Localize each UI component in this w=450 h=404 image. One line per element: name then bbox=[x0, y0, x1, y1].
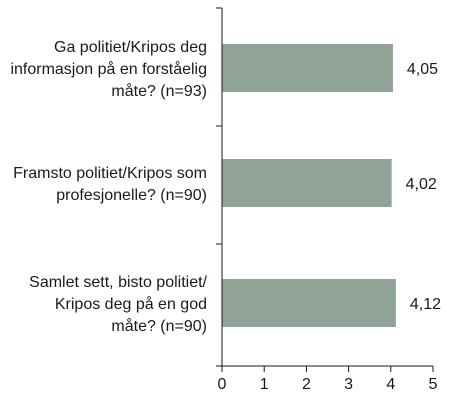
value-label-1: 4,05 bbox=[407, 61, 438, 78]
x-tick-label-5: 5 bbox=[429, 376, 438, 393]
value-label-2: 4,02 bbox=[406, 176, 437, 193]
category-label-3: Samlet sett, bisto politiet/Kripos deg p… bbox=[29, 274, 207, 335]
bar-1 bbox=[222, 44, 393, 92]
category-label-2: Framsto politiet/Kripos som profesjonelle… bbox=[13, 165, 207, 204]
x-tick-label-0: 0 bbox=[218, 376, 227, 393]
x-tick-label-3: 3 bbox=[344, 376, 353, 393]
x-tick-label-1: 1 bbox=[260, 376, 269, 393]
bar-2 bbox=[222, 159, 392, 207]
x-axis: 0 1 2 3 4 5 bbox=[216, 7, 438, 393]
bars-group bbox=[222, 44, 396, 327]
value-labels-group: 4,05 4,02 4,12 bbox=[406, 61, 441, 313]
category-labels-group: Ga politiet/Kripos deg informasjon på en … bbox=[10, 39, 207, 335]
x-tick-label-4: 4 bbox=[386, 376, 395, 393]
value-label-3: 4,12 bbox=[410, 296, 441, 313]
category-label-1: Ga politiet/Kripos deg informasjon på en … bbox=[10, 39, 207, 100]
bar-3 bbox=[222, 279, 396, 327]
x-tick-label-2: 2 bbox=[302, 376, 311, 393]
